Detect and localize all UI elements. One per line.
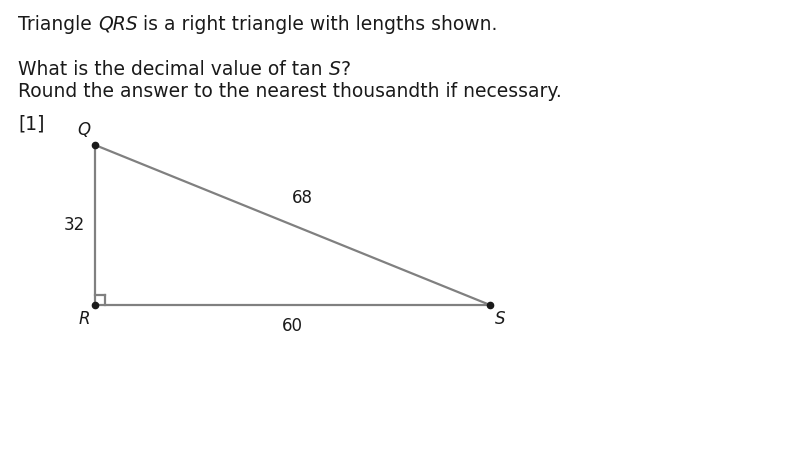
Text: 32: 32: [64, 216, 85, 234]
Text: S: S: [495, 310, 506, 328]
Text: 68: 68: [292, 189, 313, 207]
Text: Round the answer to the nearest thousandth if necessary.: Round the answer to the nearest thousand…: [18, 82, 562, 101]
Text: Triangle: Triangle: [18, 15, 98, 34]
Text: 60: 60: [282, 317, 303, 335]
Text: is a right triangle with lengths shown.: is a right triangle with lengths shown.: [138, 15, 498, 34]
Text: R: R: [78, 310, 90, 328]
Text: [1]: [1]: [18, 115, 45, 134]
Text: S: S: [329, 60, 340, 79]
Text: Q: Q: [77, 121, 90, 139]
Text: QRS: QRS: [98, 15, 138, 34]
Text: ?: ?: [340, 60, 350, 79]
Text: What is the decimal value of tan: What is the decimal value of tan: [18, 60, 329, 79]
